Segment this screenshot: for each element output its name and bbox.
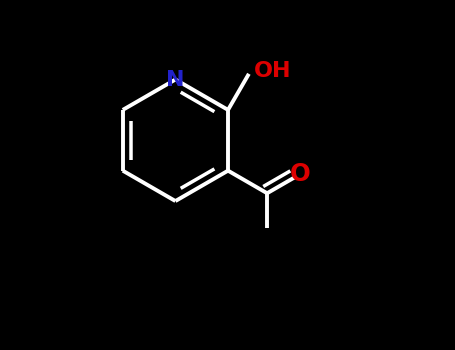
Text: N: N (166, 70, 185, 90)
Text: O: O (290, 162, 311, 186)
Text: OH: OH (254, 61, 292, 81)
